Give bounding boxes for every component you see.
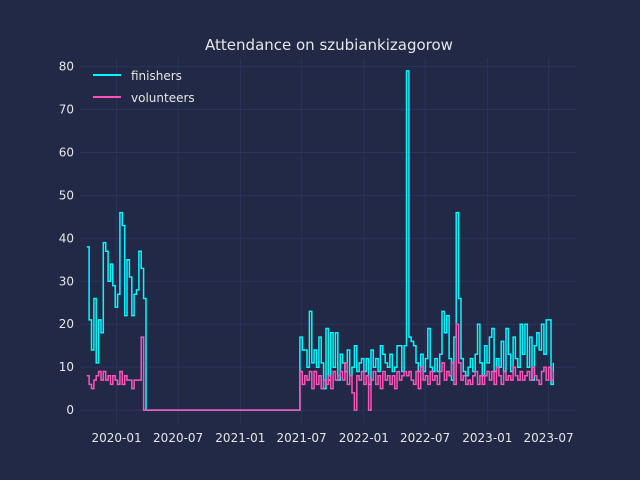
x-tick-label: 2020-07: [153, 431, 203, 445]
y-axis-ticks: 0 10 20 30 40 50 60 70 80: [59, 60, 74, 418]
y-tick-label: 70: [59, 103, 74, 117]
y-tick-label: 0: [66, 403, 74, 417]
y-tick-label: 50: [59, 188, 74, 202]
x-tick-label: 2021-07: [277, 431, 327, 445]
y-tick-label: 20: [59, 317, 74, 331]
series-line-finishers: [86, 70, 555, 411]
x-tick-label: 2023-07: [524, 431, 574, 445]
y-tick-label: 30: [59, 274, 74, 288]
series-line-volunteers: [86, 323, 555, 411]
y-tick-label: 60: [59, 145, 74, 159]
y-tick-label: 40: [59, 231, 74, 245]
legend-label-finishers: finishers: [131, 69, 182, 83]
x-tick-label: 2022-01: [339, 431, 389, 445]
y-tick-label: 80: [59, 60, 74, 74]
y-tick-label: 10: [59, 360, 74, 374]
x-tick-label: 2022-07: [400, 431, 450, 445]
series-layer: [86, 70, 555, 411]
x-tick-label: 2021-01: [215, 431, 265, 445]
x-tick-label: 2023-01: [462, 431, 512, 445]
x-tick-label: 2020-01: [91, 431, 141, 445]
chart-title: Attendance on szubiankizagorow: [205, 36, 453, 54]
legend: finishers volunteers: [93, 69, 195, 105]
legend-label-volunteers: volunteers: [131, 91, 195, 105]
x-axis-ticks: 2020-01 2020-07 2021-01 2021-07 2022-01 2022-…: [91, 431, 573, 445]
